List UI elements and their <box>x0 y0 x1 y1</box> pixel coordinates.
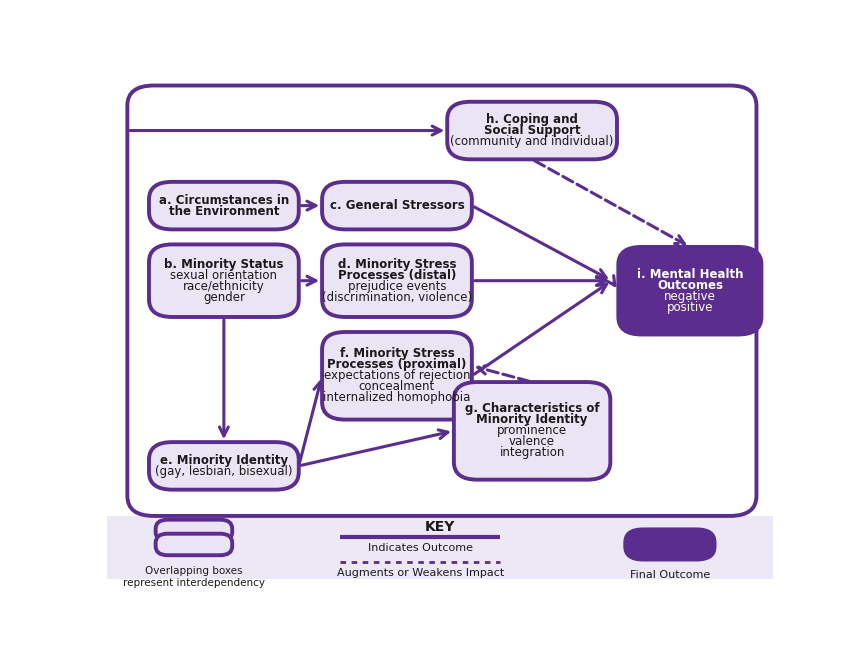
Text: KEY: KEY <box>425 520 455 534</box>
Text: f. Minority Stress: f. Minority Stress <box>339 347 454 360</box>
Text: Processes (distal): Processes (distal) <box>338 268 456 281</box>
Text: valence: valence <box>509 436 555 448</box>
FancyBboxPatch shape <box>107 516 773 578</box>
Text: expectations of rejection: expectations of rejection <box>324 369 470 382</box>
Text: Processes (proximal): Processes (proximal) <box>327 358 466 371</box>
Text: positive: positive <box>667 301 713 314</box>
FancyBboxPatch shape <box>322 244 472 317</box>
Text: Outcomes: Outcomes <box>657 279 723 292</box>
Text: internalized homophobia: internalized homophobia <box>323 391 471 404</box>
Text: race/ethnicity: race/ethnicity <box>183 280 265 292</box>
FancyBboxPatch shape <box>448 102 617 159</box>
Text: integration: integration <box>499 447 565 460</box>
Text: d. Minority Stress: d. Minority Stress <box>338 257 456 270</box>
FancyBboxPatch shape <box>149 442 299 489</box>
Text: (gay, lesbian, bisexual): (gay, lesbian, bisexual) <box>155 465 293 478</box>
Text: sexual orientation: sexual orientation <box>170 268 277 281</box>
Text: (community and individual): (community and individual) <box>450 135 614 148</box>
Text: the Environment: the Environment <box>168 205 279 218</box>
FancyBboxPatch shape <box>155 534 232 555</box>
Text: c. General Stressors: c. General Stressors <box>330 199 465 212</box>
Text: e. Minority Identity: e. Minority Identity <box>160 454 288 467</box>
Text: Minority Identity: Minority Identity <box>477 413 588 426</box>
FancyBboxPatch shape <box>155 520 232 541</box>
Text: g. Characteristics of: g. Characteristics of <box>465 402 600 415</box>
Text: b. Minority Status: b. Minority Status <box>164 257 283 270</box>
Text: prominence: prominence <box>497 424 567 437</box>
FancyBboxPatch shape <box>618 247 761 335</box>
Text: negative: negative <box>664 290 716 303</box>
FancyBboxPatch shape <box>454 382 611 480</box>
FancyBboxPatch shape <box>149 244 299 317</box>
Text: Augments or Weakens Impact: Augments or Weakens Impact <box>337 568 504 578</box>
Text: a. Circumstances in: a. Circumstances in <box>159 194 289 207</box>
Text: (discrimination, violence): (discrimination, violence) <box>322 291 472 304</box>
FancyBboxPatch shape <box>149 182 299 229</box>
FancyBboxPatch shape <box>322 332 472 420</box>
Text: gender: gender <box>203 291 245 304</box>
FancyBboxPatch shape <box>624 527 716 562</box>
FancyBboxPatch shape <box>322 182 472 229</box>
Text: i. Mental Health: i. Mental Health <box>637 268 743 281</box>
Text: Final Outcome: Final Outcome <box>630 571 710 580</box>
Text: prejudice events: prejudice events <box>348 280 446 292</box>
Text: Social Support: Social Support <box>484 124 581 137</box>
Text: concealment: concealment <box>359 380 436 393</box>
Text: h. Coping and: h. Coping and <box>486 113 578 126</box>
Text: Overlapping boxes
represent interdependency: Overlapping boxes represent interdepende… <box>123 567 265 588</box>
Text: Indicates Outcome: Indicates Outcome <box>368 543 472 553</box>
